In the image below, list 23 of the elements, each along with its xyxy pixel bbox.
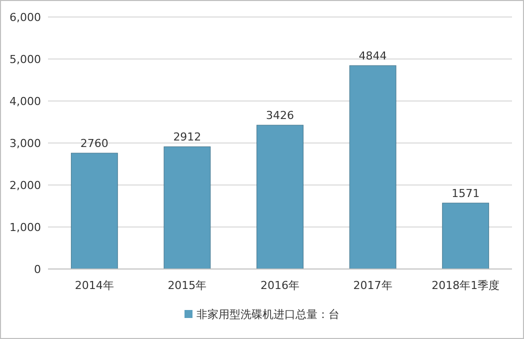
y-tick-label: 3,000 (10, 137, 41, 150)
data-label: 3426 (266, 109, 294, 122)
y-tick-label: 5,000 (10, 53, 41, 66)
y-tick-label: 0 (34, 263, 41, 276)
x-tick-label: 2014年 (74, 279, 114, 292)
bar (164, 146, 211, 270)
x-tick-label: 2017年 (353, 279, 392, 292)
data-label: 4844 (358, 50, 387, 63)
y-tick-label: 1,000 (10, 221, 41, 234)
y-tick-label: 4,000 (10, 95, 41, 108)
y-tick-label: 6,000 (10, 11, 41, 24)
x-tick-label: 2016年 (260, 279, 300, 292)
y-tick-label: 2,000 (10, 179, 41, 192)
bar (442, 202, 490, 270)
bar (256, 124, 304, 270)
x-tick-label: 2015年 (168, 279, 207, 292)
data-label: 1571 (452, 187, 480, 200)
data-label: 2760 (80, 137, 108, 150)
bar (70, 152, 118, 270)
x-tick-label: 2018年1季度 (432, 279, 500, 292)
bar (349, 65, 396, 270)
data-label: 2912 (173, 130, 202, 144)
legend-label: 非家用型洗碟机进口总量：台 (196, 308, 340, 321)
